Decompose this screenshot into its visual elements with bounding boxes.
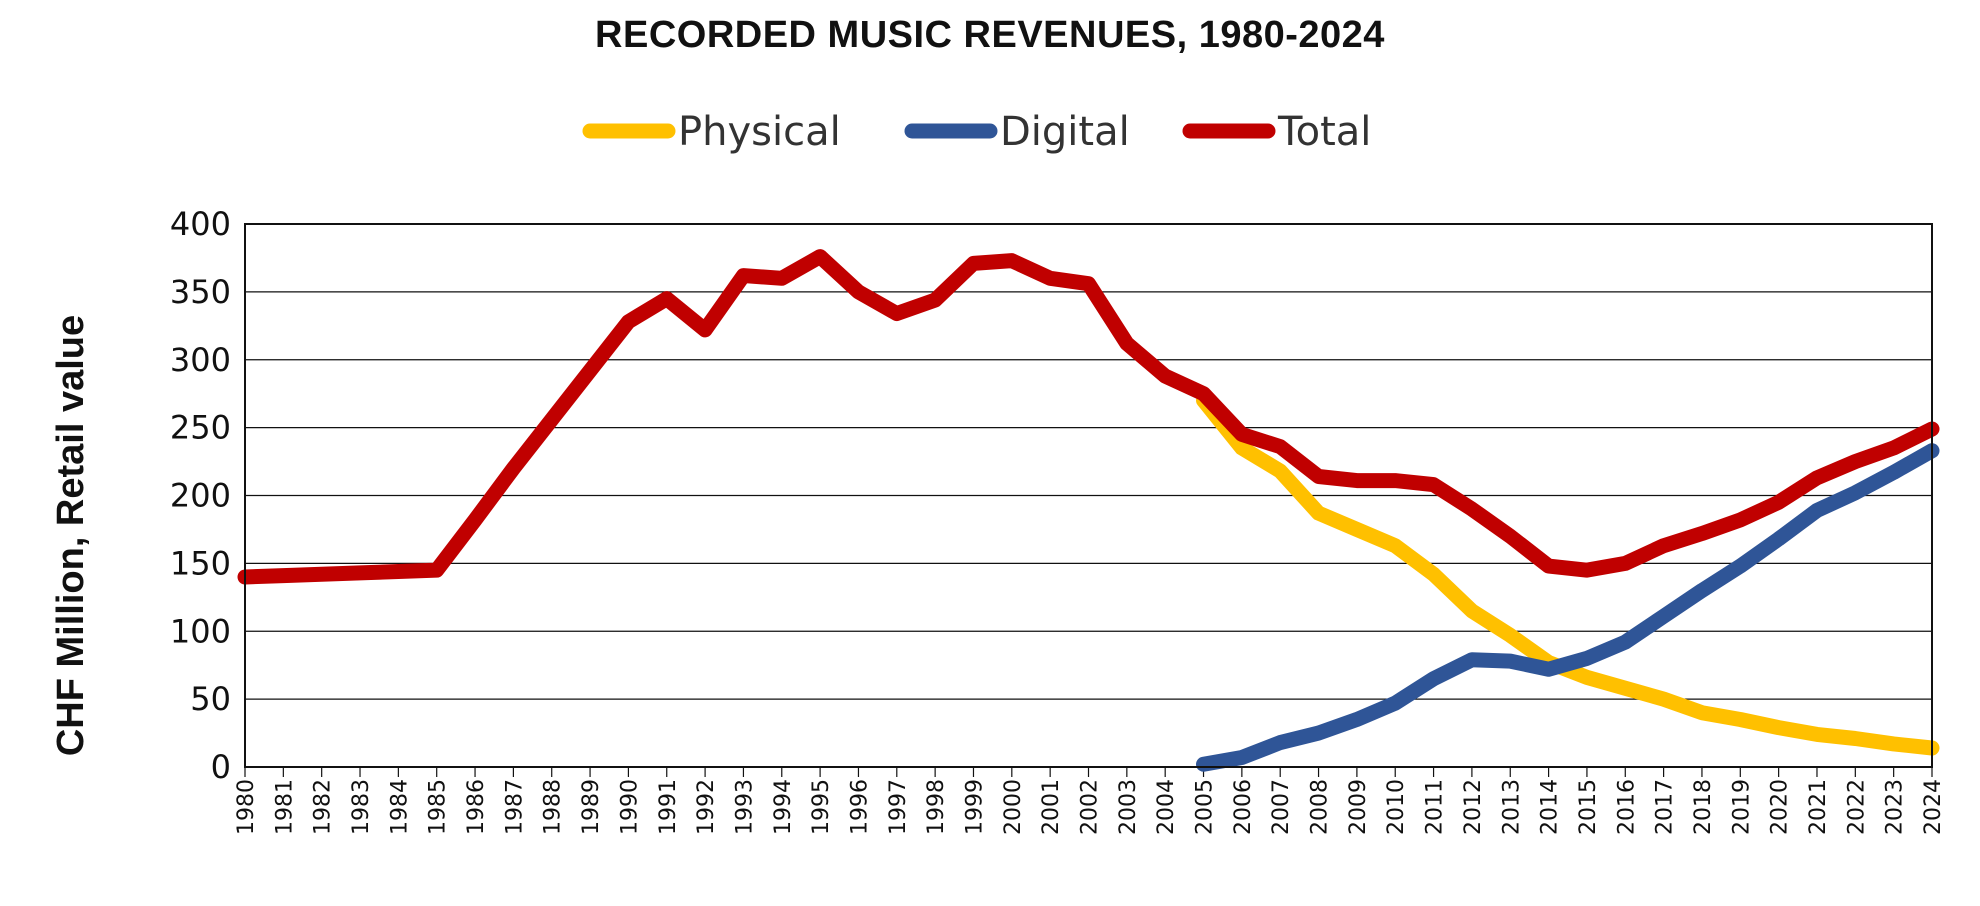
x-tick-label: 2001 xyxy=(1039,779,1064,835)
x-tick-label: 2019 xyxy=(1729,779,1754,835)
x-tick-label: 2003 xyxy=(1116,779,1141,835)
x-tick-label: 1986 xyxy=(464,779,489,835)
x-tick-label: 2016 xyxy=(1614,779,1639,835)
legend-label-digital: Digital xyxy=(1000,109,1130,155)
y-tick-label: 200 xyxy=(170,477,231,515)
x-tick-label: 2010 xyxy=(1384,779,1409,835)
x-tick-label: 2021 xyxy=(1806,779,1831,835)
x-tick-label: 2009 xyxy=(1346,779,1371,835)
x-tick-label: 2022 xyxy=(1844,779,1869,835)
legend: Physical Digital Total xyxy=(582,109,1371,155)
y-tick-label: 250 xyxy=(170,409,231,447)
x-tick-label: 2006 xyxy=(1231,779,1256,835)
x-tick-label: 2007 xyxy=(1269,779,1294,835)
x-tick-label: 2017 xyxy=(1653,779,1678,835)
y-axis-ticks: 0 50 100 150 200 250 300 350 400 xyxy=(170,205,231,786)
x-tick-label: 1984 xyxy=(387,779,412,835)
x-tick-label: 1989 xyxy=(579,779,604,835)
series-lines xyxy=(237,249,1940,772)
y-tick-label: 50 xyxy=(190,680,231,718)
x-tick-label: 1982 xyxy=(311,779,336,835)
x-tick-label: 2018 xyxy=(1691,779,1716,835)
chart-title: RECORDED MUSIC REVENUES, 1980-2024 xyxy=(595,14,1385,56)
x-tick-label: 1999 xyxy=(962,779,987,835)
x-tick-label: 1980 xyxy=(234,779,259,835)
y-tick-label: 100 xyxy=(170,612,231,650)
x-tick-label: 1985 xyxy=(426,779,451,835)
x-tick-label: 1987 xyxy=(502,779,527,835)
x-tick-label: 1994 xyxy=(771,779,796,835)
x-tick-label: 1996 xyxy=(847,779,872,835)
x-tick-label: 1988 xyxy=(541,779,566,835)
series-line-digital xyxy=(1196,443,1940,772)
y-tick-label: 400 xyxy=(170,205,231,243)
x-tick-label: 2015 xyxy=(1576,779,1601,835)
y-tick-label: 0 xyxy=(211,748,231,786)
x-tick-label: 2002 xyxy=(1078,779,1103,835)
x-tick-label: 2020 xyxy=(1768,779,1793,835)
x-tick-label: 2012 xyxy=(1461,779,1486,835)
x-tick-label: 2011 xyxy=(1423,779,1448,835)
x-tick-label: 1998 xyxy=(924,779,949,835)
x-tick-label: 2004 xyxy=(1154,779,1179,835)
series-line-total xyxy=(237,249,1940,585)
x-tick-label: 2000 xyxy=(1001,779,1026,835)
x-tick-label: 1992 xyxy=(694,779,719,835)
plot-frame xyxy=(244,223,1933,768)
x-tick-label: 2024 xyxy=(1921,779,1946,835)
x-tick-label: 1995 xyxy=(809,779,834,835)
x-tick-label: 1990 xyxy=(617,779,642,835)
x-tick-label: 1997 xyxy=(886,779,911,835)
x-tick-label: 2023 xyxy=(1883,779,1908,835)
legend-label-total: Total xyxy=(1277,109,1371,155)
x-tick-label: 1983 xyxy=(349,779,374,835)
y-tick-label: 150 xyxy=(170,544,231,582)
x-tick-label: 1981 xyxy=(272,779,297,835)
x-tick-label: 1991 xyxy=(656,779,681,835)
x-tick-label: 2005 xyxy=(1193,779,1218,835)
x-tick-label: 2008 xyxy=(1308,779,1333,835)
x-axis-ticks: 1980 1981 1982 1983 1984 1985 1986 1987 1988 1989… xyxy=(234,767,1946,835)
y-tick-label: 300 xyxy=(170,341,231,379)
y-tick-label: 350 xyxy=(170,273,231,311)
legend-label-physical: Physical xyxy=(678,109,841,155)
x-tick-label: 2013 xyxy=(1499,779,1524,835)
x-tick-label: 1993 xyxy=(732,779,757,835)
x-tick-label: 2014 xyxy=(1538,779,1563,835)
y-axis-label: CHF Million, Retail value xyxy=(50,315,92,756)
